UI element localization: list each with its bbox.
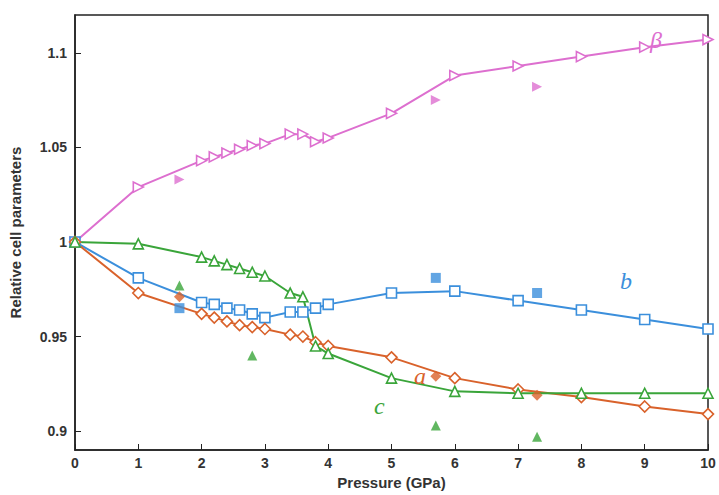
svg-text:1: 1 bbox=[134, 455, 142, 471]
svg-text:Relative cell parameters: Relative cell parameters bbox=[7, 147, 24, 319]
svg-text:1.05: 1.05 bbox=[40, 139, 67, 155]
svg-text:6: 6 bbox=[451, 455, 459, 471]
svg-text:8: 8 bbox=[578, 455, 586, 471]
svg-text:10: 10 bbox=[700, 455, 716, 471]
svg-text:9: 9 bbox=[641, 455, 649, 471]
svg-text:5: 5 bbox=[388, 455, 396, 471]
svg-text:β: β bbox=[649, 27, 662, 53]
svg-text:3: 3 bbox=[261, 455, 269, 471]
svg-text:0: 0 bbox=[71, 455, 79, 471]
svg-text:4: 4 bbox=[324, 455, 332, 471]
svg-text:a: a bbox=[414, 363, 426, 389]
svg-text:c: c bbox=[374, 393, 385, 419]
svg-text:7: 7 bbox=[514, 455, 522, 471]
svg-text:Pressure (GPa): Pressure (GPa) bbox=[337, 474, 445, 491]
svg-text:1.1: 1.1 bbox=[48, 45, 68, 61]
svg-text:b: b bbox=[620, 268, 632, 294]
svg-text:2: 2 bbox=[198, 455, 206, 471]
svg-text:0.9: 0.9 bbox=[48, 423, 68, 439]
svg-text:0.95: 0.95 bbox=[40, 329, 67, 345]
svg-text:1: 1 bbox=[59, 234, 67, 250]
